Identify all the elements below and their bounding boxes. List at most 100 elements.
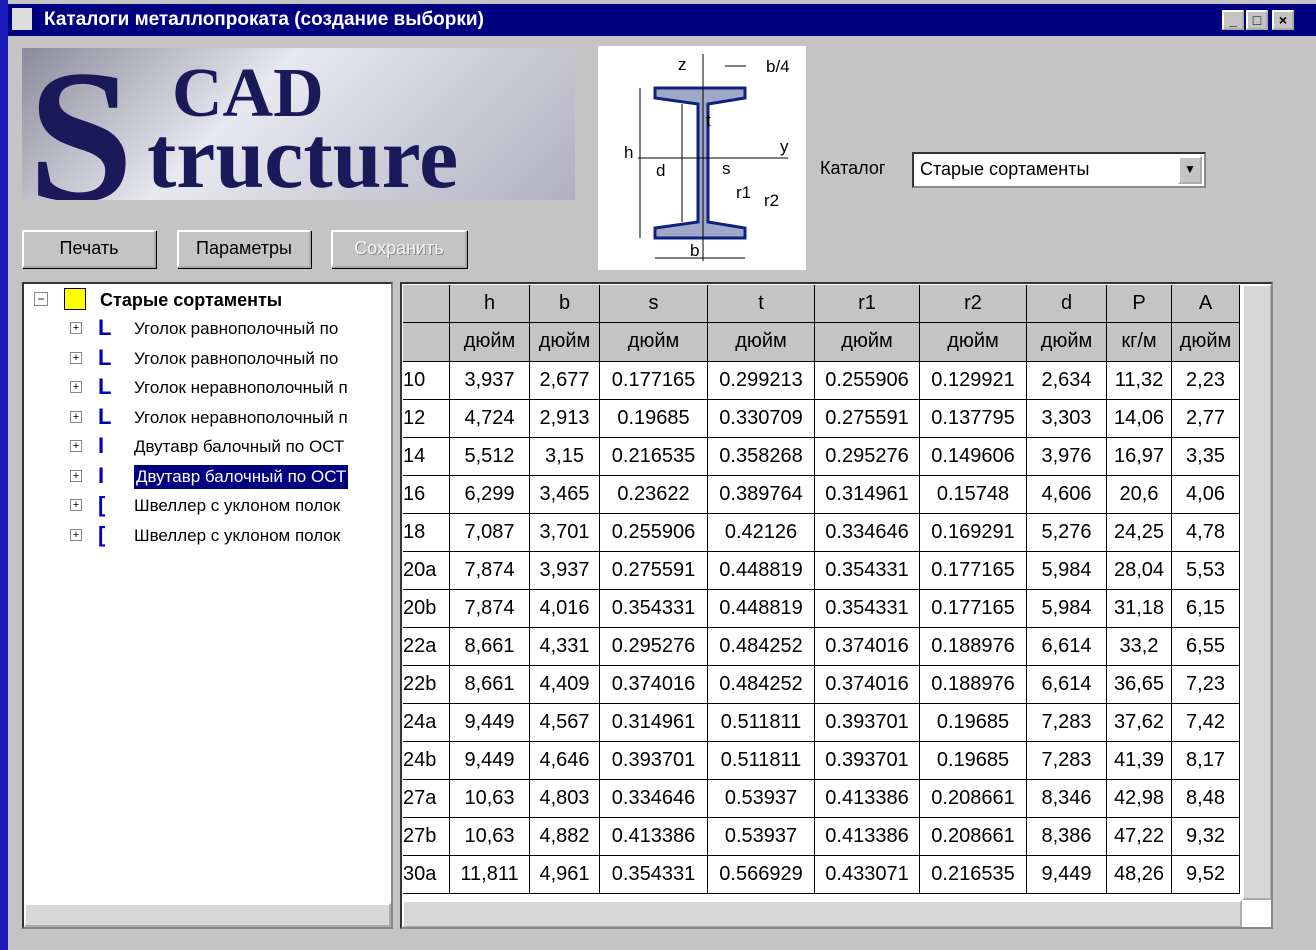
table-cell: 7,874 [450, 590, 530, 628]
logo: S CAD tructure [22, 48, 575, 200]
section-diagram: z b/4 t y h d s r1 r2 b [598, 46, 806, 270]
diagram-label: z [678, 55, 687, 74]
diagram-label: r2 [764, 191, 779, 210]
table-cell: 0.177165 [920, 590, 1027, 628]
tree-icon: L [98, 374, 112, 399]
params-button[interactable]: Параметры [177, 230, 311, 268]
table-cell: 0.208661 [920, 780, 1027, 818]
table-cell: 7,283 [1027, 742, 1107, 780]
table-vscroll[interactable] [1242, 284, 1271, 900]
table-cell: 6,15 [1172, 590, 1240, 628]
table-cell: 0.413386 [600, 818, 708, 856]
table-cell: 0.393701 [815, 704, 920, 742]
dropdown-button[interactable]: ▼ [1178, 156, 1202, 184]
table-cell: 9,449 [450, 704, 530, 742]
maximize-button[interactable]: □ [1246, 10, 1268, 30]
table-cell: 0.19685 [920, 742, 1027, 780]
table-cell: 5,984 [1027, 590, 1107, 628]
table-cell: 5,276 [1027, 514, 1107, 552]
table-cell: дюйм [1172, 323, 1240, 362]
table-cell: 20b [403, 590, 450, 628]
table-cell: 4,78 [1172, 514, 1240, 552]
tree-expander: + [70, 528, 82, 541]
table-cell: 22a [403, 628, 450, 666]
logo-bottom: tructure [147, 110, 459, 200]
table-cell: 0.448819 [708, 590, 815, 628]
table-cell: 0.216535 [600, 438, 708, 476]
table-cell [403, 285, 450, 323]
table-cell: A [1172, 285, 1240, 323]
table-cell: 0.511811 [708, 742, 815, 780]
table-cell: 2,23 [1172, 362, 1240, 400]
combobox-value: Старые сортаменты [920, 159, 1090, 179]
title-bar: Каталоги металлопроката (создание выборк… [8, 4, 1316, 36]
table-cell: 14 [403, 438, 450, 476]
table-cell: 0.188976 [920, 666, 1027, 704]
table-cell: h [450, 285, 530, 323]
catalog-combobox[interactable]: Старые сортаменты ▼ [912, 152, 1206, 188]
table-cell: 9,449 [1027, 856, 1107, 894]
tree-icon: [ [98, 492, 106, 517]
table-cell: 24a [403, 704, 450, 742]
close-button[interactable]: × [1272, 10, 1294, 30]
table-cell: 16 [403, 476, 450, 514]
table-cell: 10,63 [450, 818, 530, 856]
table-cell: r2 [920, 285, 1027, 323]
table-cell: 4,724 [450, 400, 530, 438]
table-cell: 0.484252 [708, 628, 815, 666]
table-cell: 31,18 [1107, 590, 1172, 628]
table-cell: 5,53 [1172, 552, 1240, 590]
table-cell [403, 323, 450, 362]
table-cell: 0.374016 [815, 628, 920, 666]
tree-expander: + [70, 322, 82, 334]
table-cell: 47,22 [1107, 818, 1172, 856]
table-cell: 0.433071 [815, 856, 920, 894]
tree-item: Уголок равнополочный по [134, 348, 339, 368]
table-cell: 8,661 [450, 628, 530, 666]
table-cell: 0.358268 [708, 438, 815, 476]
table-cell: 20,6 [1107, 476, 1172, 514]
table-cell: 0.53937 [708, 818, 815, 856]
diagram-label: h [624, 143, 633, 162]
table-cell: 0.393701 [815, 742, 920, 780]
table-cell: 4,016 [530, 590, 600, 628]
diagram-label: y [780, 137, 789, 156]
table-cell: 11,811 [450, 856, 530, 894]
table-cell: 3,15 [530, 438, 600, 476]
table-cell: 42,98 [1107, 780, 1172, 818]
table-cell: 0.188976 [920, 628, 1027, 666]
logo-s: S [28, 48, 134, 200]
table-cell: 0.484252 [708, 666, 815, 704]
table-cell: 6,55 [1172, 628, 1240, 666]
table-cell: 0.354331 [815, 552, 920, 590]
minimize-button[interactable]: _ [1222, 10, 1244, 30]
tree-icon: [ [98, 521, 106, 547]
table-cell: b [530, 285, 600, 323]
print-button[interactable]: Печать [22, 230, 156, 268]
table-cell: 2,677 [530, 362, 600, 400]
tree-icon: L [98, 403, 112, 429]
tree-expander: + [70, 351, 82, 364]
table-cell: 8,386 [1027, 818, 1107, 856]
table-cell: 0.42126 [708, 514, 815, 552]
table-cell: 8,346 [1027, 780, 1107, 818]
tree-item: Уголок неравнополочный п [134, 378, 348, 397]
table-cell: 6,299 [450, 476, 530, 514]
diagram-label: b [690, 241, 699, 260]
tree-hscroll[interactable] [24, 903, 391, 927]
table-cell: 11,32 [1107, 362, 1172, 400]
table-hscroll[interactable] [402, 900, 1242, 927]
table-cell: 37,62 [1107, 704, 1172, 742]
table-cell: 0.23622 [600, 476, 708, 514]
table-cell: 0.511811 [708, 704, 815, 742]
table-cell: 8,661 [450, 666, 530, 704]
diagram-label: r1 [736, 183, 751, 202]
table-cell: 0.389764 [708, 476, 815, 514]
table-cell: 7,23 [1172, 666, 1240, 704]
table-cell: 8,48 [1172, 780, 1240, 818]
tree-root: Старые сортаменты [100, 290, 283, 310]
table-cell: 6,614 [1027, 628, 1107, 666]
table-cell: дюйм [1027, 323, 1107, 362]
table-cell: 5,512 [450, 438, 530, 476]
table-cell: 2,634 [1027, 362, 1107, 400]
